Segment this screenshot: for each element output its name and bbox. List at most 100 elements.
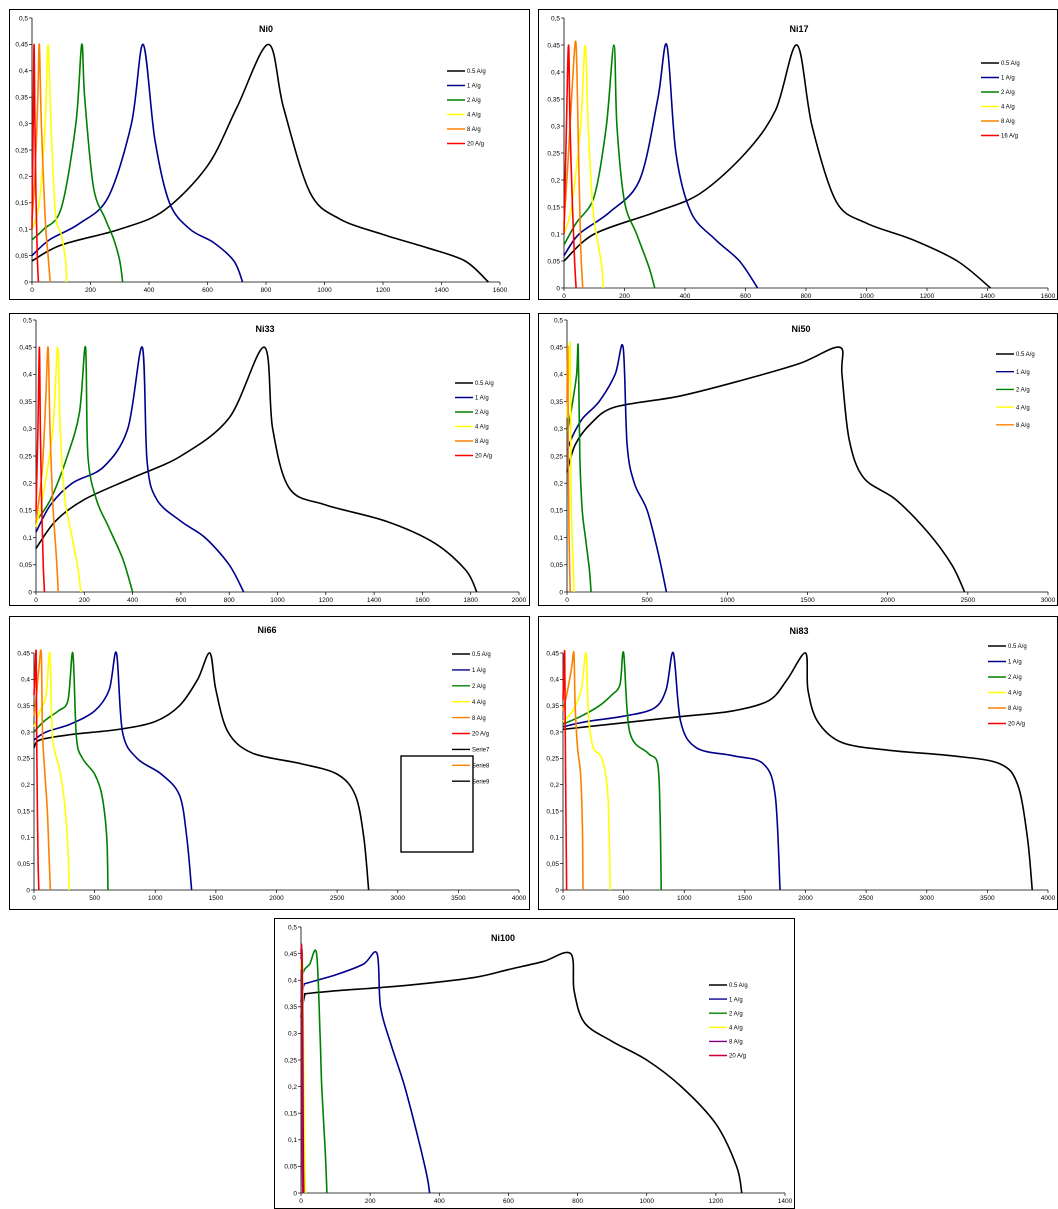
y-tick-label: 0 bbox=[559, 589, 563, 596]
chart-panel-ni100: 0 0,05 0,1 0,15 0,2 0,25 0,3 0,35 0,4 0,45 0,5 0 200… bbox=[274, 918, 795, 1209]
y-tick-label: 0,35 bbox=[15, 95, 28, 102]
y-tick-label: 0,5 bbox=[288, 924, 297, 931]
x-tick-label: 1000 bbox=[859, 293, 874, 299]
chart-svg: 0 0,05 0,1 0,15 0,2 0,25 0,3 0,35 0,4 0,45 0 500 100… bbox=[17, 625, 527, 902]
y-tick-label: 0,45 bbox=[546, 650, 559, 657]
legend-label: 8 A/g bbox=[467, 127, 481, 133]
series-line bbox=[562, 651, 663, 891]
y-tick-label: 0,2 bbox=[19, 174, 28, 181]
x-tick-label: 1000 bbox=[270, 597, 285, 604]
legend-label: 8 A/g bbox=[1008, 706, 1022, 712]
x-tick-label: 1000 bbox=[639, 1198, 654, 1205]
series-line bbox=[562, 652, 612, 891]
chart-svg: 0 0,05 0,1 0,15 0,2 0,25 0,3 0,35 0,4 0,45 0 500 100… bbox=[546, 626, 1055, 902]
legend-label: 4 A/g bbox=[1001, 105, 1015, 111]
chart-svg: 0 0,05 0,1 0,15 0,2 0,25 0,3 0,35 0,4 0,45 0,5 0 200… bbox=[15, 15, 507, 294]
legend-label: 2 A/g bbox=[1016, 388, 1030, 394]
y-tick-label: 0,5 bbox=[19, 15, 28, 22]
chart-title: Ni83 bbox=[789, 626, 808, 636]
legend-label: 4 A/g bbox=[475, 425, 489, 431]
legend-label: Serie7 bbox=[472, 748, 490, 754]
y-tick-label: 0,3 bbox=[550, 729, 559, 736]
x-tick-label: 1500 bbox=[738, 895, 753, 902]
x-tick-label: 4000 bbox=[512, 895, 527, 902]
x-tick-label: 0 bbox=[562, 293, 566, 299]
y-tick-label: 0,25 bbox=[15, 147, 28, 154]
y-tick-label: 0,25 bbox=[284, 1057, 297, 1064]
y-tick-label: 0,45 bbox=[15, 42, 28, 49]
x-tick-label: 2500 bbox=[330, 895, 345, 902]
y-tick-label: 0,05 bbox=[284, 1164, 297, 1171]
y-tick-label: 0,5 bbox=[23, 317, 32, 324]
x-tick-label: 1200 bbox=[709, 1198, 724, 1205]
y-tick-label: 0 bbox=[556, 285, 560, 292]
series-line bbox=[563, 44, 605, 289]
series-line bbox=[300, 949, 328, 1194]
series-line bbox=[35, 346, 82, 593]
legend-label: 0.5 A/g bbox=[1008, 644, 1027, 650]
series-line bbox=[566, 343, 668, 593]
y-tick-label: 0,2 bbox=[23, 481, 32, 488]
y-tick-label: 0 bbox=[26, 887, 30, 894]
x-tick-label: 2000 bbox=[880, 597, 895, 604]
legend-label: 1 A/g bbox=[1016, 370, 1030, 376]
chart-panel-ni83: 0 0,05 0,1 0,15 0,2 0,25 0,3 0,35 0,4 0,45 0 500 100… bbox=[538, 616, 1058, 910]
y-tick-label: 0,2 bbox=[551, 177, 560, 184]
x-tick-label: 1600 bbox=[1041, 293, 1056, 299]
x-tick-label: 800 bbox=[572, 1198, 583, 1205]
y-tick-label: 0,05 bbox=[550, 562, 563, 569]
y-tick-label: 0,05 bbox=[17, 861, 30, 868]
y-tick-label: 0,25 bbox=[546, 756, 559, 763]
series-line bbox=[35, 346, 245, 593]
y-tick-label: 0,45 bbox=[17, 650, 30, 657]
x-tick-label: 0 bbox=[34, 597, 38, 604]
y-tick-label: 0,35 bbox=[547, 96, 560, 103]
legend-label: 8 A/g bbox=[1001, 119, 1015, 125]
series-line bbox=[31, 43, 40, 283]
y-tick-label: 0,5 bbox=[551, 15, 560, 22]
x-tick-label: 600 bbox=[503, 1198, 514, 1205]
x-tick-label: 0 bbox=[561, 895, 565, 902]
series-line bbox=[563, 44, 577, 289]
series-line bbox=[566, 343, 592, 593]
y-tick-label: 0 bbox=[24, 279, 28, 286]
chart-title: Ni50 bbox=[791, 324, 810, 334]
y-tick-label: 0,1 bbox=[288, 1137, 297, 1144]
x-tick-label: 1600 bbox=[415, 597, 430, 604]
x-tick-label: 3000 bbox=[920, 895, 935, 902]
y-tick-label: 0 bbox=[555, 887, 559, 894]
x-tick-label: 600 bbox=[202, 287, 213, 294]
x-tick-label: 1000 bbox=[317, 287, 332, 294]
y-tick-label: 0,1 bbox=[550, 835, 559, 842]
series-line bbox=[31, 43, 124, 283]
series-line bbox=[300, 943, 304, 1194]
y-tick-label: 0,1 bbox=[21, 835, 30, 842]
series-line bbox=[562, 651, 781, 891]
chart-panel-ni17: 0 0,05 0,1 0,15 0,2 0,25 0,3 0,35 0,4 0,45 0,5 0 200… bbox=[538, 9, 1058, 300]
legend-label: 0.5 A/g bbox=[1001, 61, 1020, 67]
x-tick-label: 200 bbox=[85, 287, 96, 294]
series-line bbox=[566, 345, 572, 593]
x-tick-label: 500 bbox=[89, 895, 100, 902]
y-tick-label: 0,15 bbox=[550, 508, 563, 515]
y-tick-label: 0,35 bbox=[546, 703, 559, 710]
series-line bbox=[33, 649, 40, 891]
series-line bbox=[563, 40, 584, 289]
legend-label: 8 A/g bbox=[472, 716, 486, 722]
legend-label: 20 A/g bbox=[1008, 722, 1025, 728]
y-tick-label: 0,3 bbox=[23, 426, 32, 433]
y-tick-label: 0 bbox=[293, 1190, 297, 1197]
legend-label: 1 A/g bbox=[1008, 660, 1022, 666]
x-tick-label: 200 bbox=[79, 597, 90, 604]
series-line bbox=[562, 652, 1034, 891]
legend-label: 8 A/g bbox=[1016, 423, 1030, 429]
series-line bbox=[35, 346, 134, 593]
x-tick-label: 600 bbox=[175, 597, 186, 604]
y-tick-label: 0,35 bbox=[19, 399, 32, 406]
y-tick-label: 0,1 bbox=[554, 535, 563, 542]
y-tick-label: 0,4 bbox=[19, 68, 28, 75]
x-tick-label: 400 bbox=[144, 287, 155, 294]
legend-label: 2 A/g bbox=[1008, 675, 1022, 681]
x-tick-label: 1500 bbox=[800, 597, 815, 604]
chart-panel-ni50: 0 0,05 0,1 0,15 0,2 0,25 0,3 0,35 0,4 0,45 0,5 0 500… bbox=[538, 313, 1058, 606]
